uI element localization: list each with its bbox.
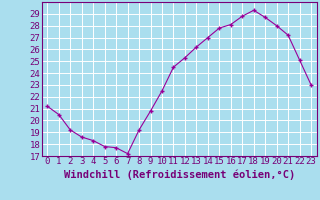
X-axis label: Windchill (Refroidissement éolien,°C): Windchill (Refroidissement éolien,°C) bbox=[64, 169, 295, 180]
